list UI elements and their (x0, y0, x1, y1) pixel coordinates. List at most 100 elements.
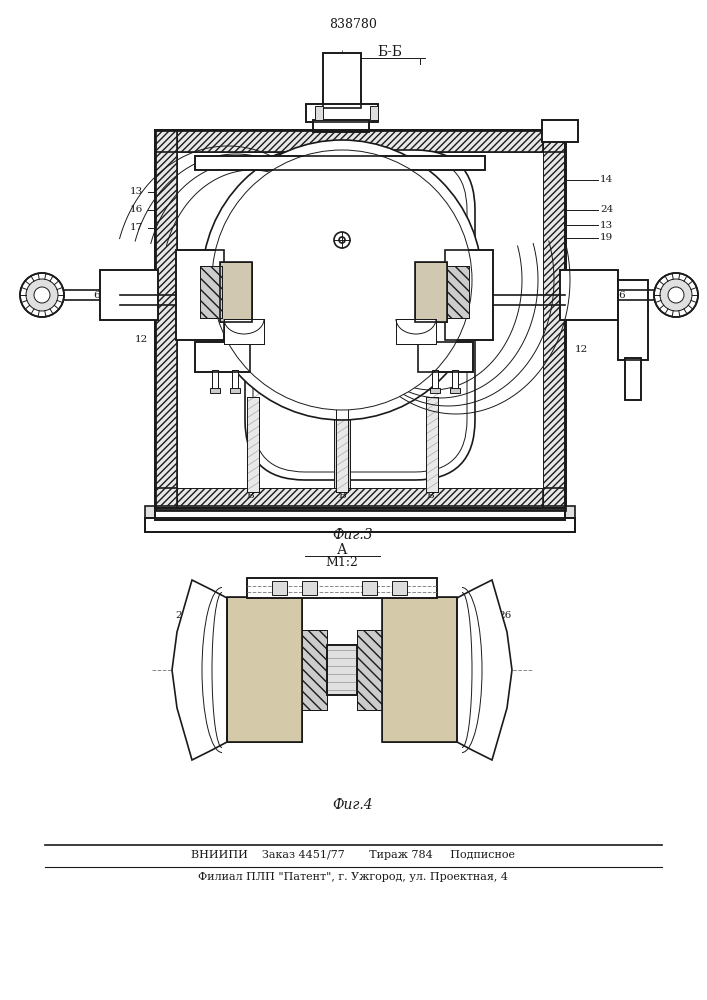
Bar (145, 518, 575, 532)
Bar (155, 130, 565, 510)
Bar (155, 508, 565, 520)
Bar (155, 130, 177, 510)
Bar (155, 508, 565, 520)
Bar (313, 120, 369, 132)
Bar (625, 358, 641, 400)
Bar (224, 319, 264, 344)
Bar (313, 120, 369, 132)
Bar (272, 581, 287, 595)
Bar (155, 488, 565, 510)
Bar (224, 319, 264, 344)
Bar (315, 106, 323, 120)
Text: М1:2: М1:2 (325, 556, 358, 570)
FancyBboxPatch shape (245, 150, 475, 480)
Bar (560, 270, 618, 320)
Bar (200, 266, 222, 318)
Bar (447, 266, 469, 318)
Bar (247, 397, 259, 492)
Bar (100, 270, 158, 320)
Bar (370, 106, 378, 120)
Circle shape (26, 279, 58, 311)
Bar (220, 262, 252, 322)
Bar (155, 508, 565, 520)
Bar (145, 518, 575, 532)
Bar (195, 342, 250, 372)
Bar (396, 319, 436, 344)
Bar (452, 370, 458, 390)
Bar (176, 250, 224, 340)
Bar (327, 645, 357, 695)
Bar (155, 130, 565, 510)
Bar (210, 388, 220, 393)
Circle shape (660, 279, 692, 311)
Text: 24: 24 (600, 206, 613, 215)
Bar (155, 130, 177, 510)
Text: Фиг.3: Фиг.3 (333, 528, 373, 542)
Bar (232, 370, 238, 390)
Text: 12: 12 (575, 346, 588, 355)
Bar (382, 597, 457, 742)
Text: А: А (337, 543, 347, 557)
Bar (432, 370, 438, 390)
Bar (362, 581, 377, 595)
Bar (432, 370, 438, 390)
Bar (336, 397, 348, 492)
Bar (302, 630, 327, 710)
Text: В: В (246, 491, 254, 500)
Bar (447, 266, 469, 318)
Bar (543, 130, 565, 510)
Bar (334, 148, 350, 488)
Bar (543, 130, 565, 510)
Text: 6: 6 (93, 290, 100, 300)
Bar (336, 397, 348, 492)
Bar (542, 120, 578, 142)
Bar (200, 266, 222, 318)
Bar (618, 280, 648, 360)
Text: г: г (385, 720, 390, 730)
Circle shape (202, 140, 482, 420)
Bar (306, 104, 378, 122)
Text: 16: 16 (130, 206, 144, 215)
Bar (302, 630, 327, 710)
Text: 15: 15 (300, 174, 313, 182)
Text: 13: 13 (600, 221, 613, 230)
Bar (452, 370, 458, 390)
Bar (230, 388, 240, 393)
Bar (145, 506, 575, 520)
Text: В: В (426, 491, 434, 500)
Bar (323, 53, 361, 108)
Bar (155, 130, 565, 152)
Bar (220, 262, 252, 322)
Bar (625, 358, 641, 400)
Bar (618, 280, 648, 360)
Circle shape (20, 273, 64, 317)
Bar (227, 597, 302, 742)
Text: Б-Б: Б-Б (378, 45, 402, 59)
Bar (155, 130, 565, 152)
Bar (232, 370, 238, 390)
Text: 20: 20 (405, 617, 419, 626)
Circle shape (654, 273, 698, 317)
Bar (357, 630, 382, 710)
Bar (418, 342, 473, 372)
Bar (145, 518, 575, 532)
Text: ВНИИПИ    Заказ 4451/77       Тираж 784     Подписное: ВНИИПИ Заказ 4451/77 Тираж 784 Подписное (191, 850, 515, 860)
Bar (212, 370, 218, 390)
Text: 19: 19 (600, 233, 613, 242)
Bar (445, 250, 493, 340)
Polygon shape (172, 580, 227, 760)
Bar (302, 581, 317, 595)
Text: 26: 26 (175, 610, 189, 619)
Text: 13: 13 (130, 188, 144, 196)
Text: 6: 6 (618, 290, 624, 300)
Bar (176, 250, 224, 340)
Text: 14: 14 (600, 176, 613, 184)
Bar (560, 270, 618, 320)
Text: Фиг.4: Фиг.4 (333, 798, 373, 812)
FancyBboxPatch shape (253, 158, 467, 472)
Bar (100, 270, 158, 320)
Text: 12: 12 (135, 336, 148, 344)
Bar (212, 370, 218, 390)
Text: В: В (338, 491, 346, 500)
Bar (195, 342, 250, 372)
